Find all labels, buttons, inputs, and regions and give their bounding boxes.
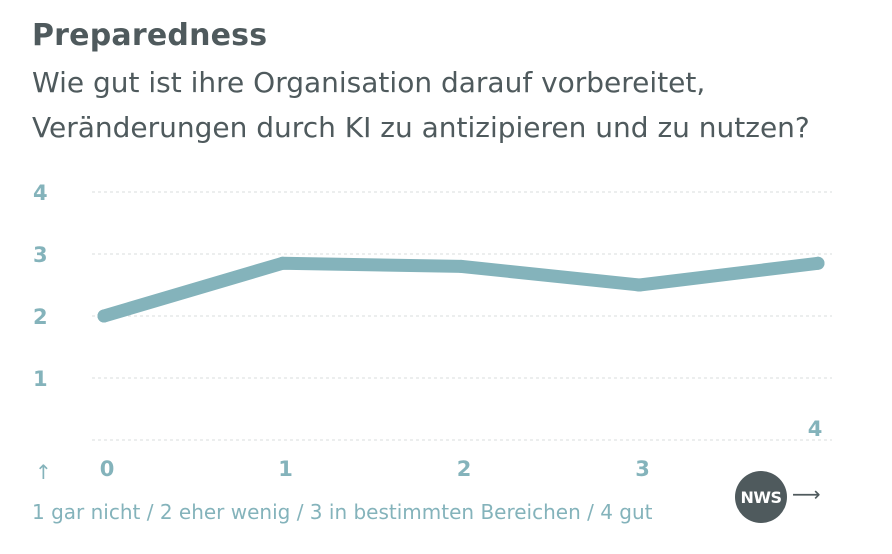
data-point-3 bbox=[633, 278, 646, 292]
chart-title: Preparedness bbox=[32, 18, 268, 53]
x-tick-label-4: 4 bbox=[808, 417, 823, 441]
chart-subtitle: Wie gut ist ihre Organisation darauf vor… bbox=[32, 60, 872, 150]
y-tick-label-2: 2 bbox=[33, 305, 48, 329]
right-arrow-icon: ⟶ bbox=[792, 482, 821, 506]
subtitle-line-2: Veränderungen durch KI zu antizipieren u… bbox=[32, 111, 810, 144]
x-tick-label-2: 2 bbox=[457, 457, 472, 481]
y-tick-label-3: 3 bbox=[33, 243, 48, 267]
data-point-2 bbox=[454, 259, 468, 273]
x-tick-label-0: 0 bbox=[100, 457, 115, 481]
y-tick-label-1: 1 bbox=[33, 367, 48, 391]
data-point-1 bbox=[276, 256, 289, 270]
y-tick-label-4: 4 bbox=[33, 181, 48, 205]
data-point-4 bbox=[811, 256, 825, 270]
up-arrow-icon: ↑ bbox=[35, 460, 52, 484]
x-tick-label-3: 3 bbox=[635, 457, 650, 481]
x-tick-label-1: 1 bbox=[278, 457, 293, 481]
subtitle-line-1: Wie gut ist ihre Organisation darauf vor… bbox=[32, 66, 706, 99]
data-point-0 bbox=[97, 309, 111, 323]
scale-legend: 1 gar nicht / 2 eher wenig / 3 in bestim… bbox=[32, 500, 653, 524]
nws-logo: NWS bbox=[735, 471, 787, 523]
